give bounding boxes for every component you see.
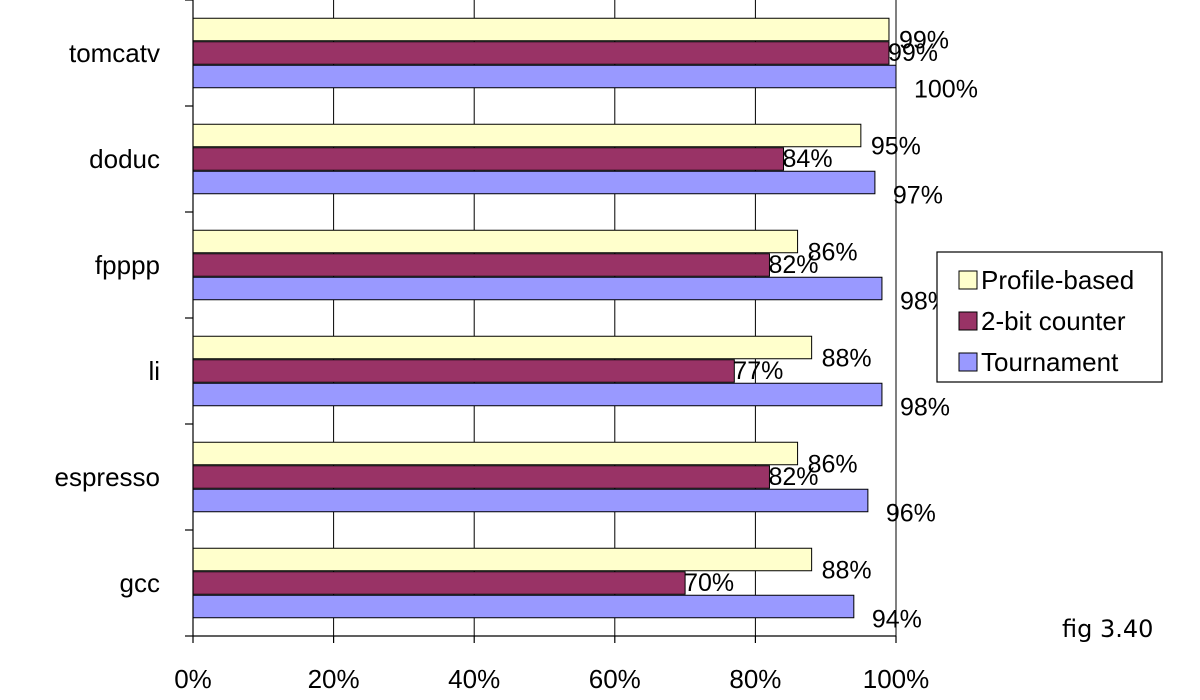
legend-label: 2-bit counter xyxy=(981,306,1126,336)
legend-swatch xyxy=(958,352,978,372)
x-tick-label: 80% xyxy=(729,664,781,694)
data-label: 86% xyxy=(808,451,858,479)
bar xyxy=(192,488,869,513)
legend-label: Tournament xyxy=(981,347,1119,377)
data-label: 100% xyxy=(914,76,978,104)
data-label: 94% xyxy=(872,606,922,634)
data-label: 77% xyxy=(733,357,783,385)
category-label: gcc xyxy=(120,568,160,598)
bar xyxy=(192,123,862,148)
bar xyxy=(192,253,770,277)
data-label: 97% xyxy=(893,182,943,210)
bar xyxy=(192,359,735,383)
data-label: 95% xyxy=(871,133,921,161)
data-label: 86% xyxy=(808,239,858,267)
bar xyxy=(192,335,813,360)
data-label: 88% xyxy=(822,345,872,373)
bar xyxy=(192,465,770,489)
bar xyxy=(192,547,813,572)
x-tick-label: 40% xyxy=(448,664,500,694)
data-label: 96% xyxy=(886,500,936,528)
x-tick-label: 60% xyxy=(589,664,641,694)
data-label: 84% xyxy=(783,145,833,173)
legend-label: Profile-based xyxy=(981,265,1134,295)
bar xyxy=(192,64,897,89)
data-label: 99% xyxy=(888,39,938,67)
bar xyxy=(192,170,876,195)
bar xyxy=(192,17,890,42)
category-label: li xyxy=(148,356,160,386)
data-label: 88% xyxy=(822,557,872,585)
bar xyxy=(192,441,799,466)
data-label: 98% xyxy=(900,394,950,422)
category-label: doduc xyxy=(89,144,160,174)
bar xyxy=(192,41,890,65)
category-label: fpppp xyxy=(95,250,160,280)
legend: Profile-based 2-bit counter Tournament xyxy=(936,251,1163,383)
legend-swatch xyxy=(958,311,978,331)
bar xyxy=(192,571,686,595)
figure-label: fig 3.40 xyxy=(1062,615,1153,643)
x-tick-label: 0% xyxy=(174,664,212,694)
bar xyxy=(192,147,785,171)
data-label: 99% xyxy=(899,27,949,55)
category-label: tomcatv xyxy=(69,38,160,68)
axes xyxy=(185,0,897,643)
bar xyxy=(192,276,883,301)
x-tick-label: 20% xyxy=(308,664,360,694)
bars-group xyxy=(192,17,897,619)
gridlines xyxy=(333,0,897,636)
category-label: espresso xyxy=(55,462,161,492)
bar xyxy=(192,382,883,407)
data-label: 82% xyxy=(768,251,818,279)
tick-labels: 0% 20% 40% 60% 80% 100% xyxy=(174,664,929,694)
x-tick-label: 100% xyxy=(863,664,930,694)
data-labels: 99%99%100%95%84%97%86%82%98%88%77%98%86%… xyxy=(684,27,978,634)
category-labels: tomcatv doduc fpppp li espresso gcc xyxy=(55,38,161,598)
data-label: 70% xyxy=(684,569,734,597)
bar xyxy=(192,229,799,254)
bar xyxy=(192,594,855,619)
data-label: 82% xyxy=(768,463,818,491)
legend-swatch xyxy=(958,270,978,290)
